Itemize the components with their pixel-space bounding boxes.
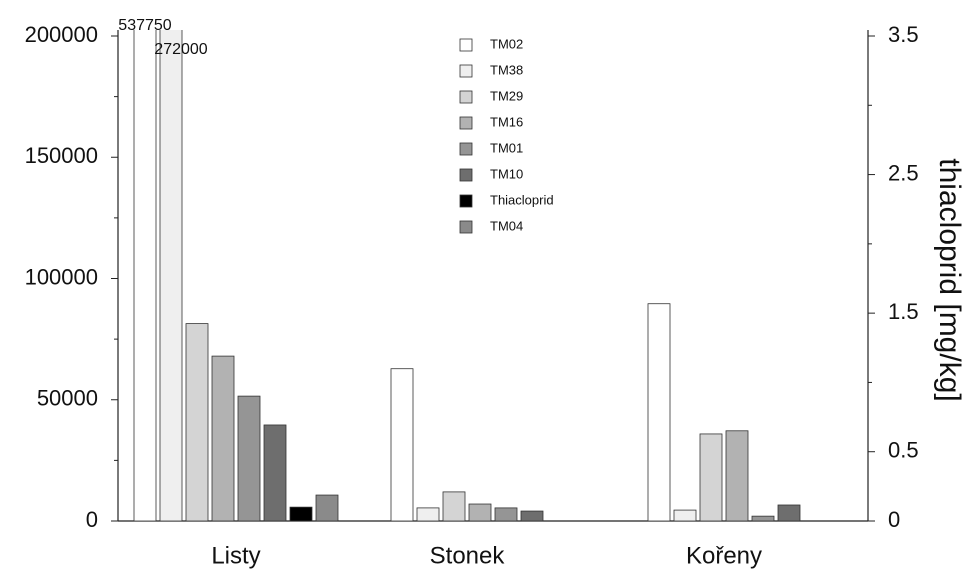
x-tick-label: Kořeny <box>686 542 762 569</box>
legend-label: TM29 <box>490 88 523 103</box>
bar <box>751 515 775 522</box>
legend-label: TM38 <box>490 62 523 77</box>
bar <box>416 507 440 522</box>
bar <box>185 323 209 522</box>
bar <box>315 494 339 522</box>
bar <box>390 368 414 522</box>
bar <box>133 30 157 522</box>
legend-label: TM16 <box>490 114 523 129</box>
legend-label: TM04 <box>490 218 523 233</box>
x-tick-label: Stonek <box>430 542 506 569</box>
legend-swatch <box>459 220 473 234</box>
x-tick-label: Listy <box>211 542 260 569</box>
value-label: 537750 <box>118 17 171 34</box>
bar <box>647 303 671 522</box>
y-tick-label: 0 <box>86 507 98 532</box>
legend-label: TM01 <box>490 140 523 155</box>
legend-swatch <box>459 116 473 130</box>
bar <box>777 504 801 522</box>
y2-axis-label: thiacloprid [mg/kg] <box>933 158 966 401</box>
bar <box>442 491 466 522</box>
bar <box>673 509 697 522</box>
bar <box>159 30 183 522</box>
bar <box>468 503 492 522</box>
legend-label: Thiacloprid <box>490 192 554 207</box>
bar <box>263 424 287 522</box>
y-tick-label: 150000 <box>25 143 98 168</box>
bar <box>237 395 261 522</box>
y-tick-label: 200000 <box>25 22 98 47</box>
legend-label: TM02 <box>490 36 523 51</box>
y-tick-label: 100000 <box>25 264 98 289</box>
bar <box>725 430 749 522</box>
y2-tick-label: 0.5 <box>888 438 919 463</box>
y2-tick-label: 3.5 <box>888 22 919 47</box>
value-label: 272000 <box>154 41 207 58</box>
bar <box>520 510 544 522</box>
legend-swatch <box>459 142 473 156</box>
bar <box>211 355 235 522</box>
legend-swatch <box>459 38 473 52</box>
legend-swatch <box>459 168 473 182</box>
y2-tick-label: 0 <box>888 507 900 532</box>
bars <box>133 30 801 522</box>
bar <box>289 506 313 522</box>
legend-swatch <box>459 90 473 104</box>
legend-label: TM10 <box>490 166 523 181</box>
legend-swatch <box>459 64 473 78</box>
y-tick-label: 50000 <box>37 386 98 411</box>
bar <box>494 507 518 522</box>
bar <box>699 433 723 522</box>
legend-swatch <box>459 194 473 208</box>
y2-tick-label: 1.5 <box>888 299 919 324</box>
y2-tick-label: 2.5 <box>888 160 919 185</box>
